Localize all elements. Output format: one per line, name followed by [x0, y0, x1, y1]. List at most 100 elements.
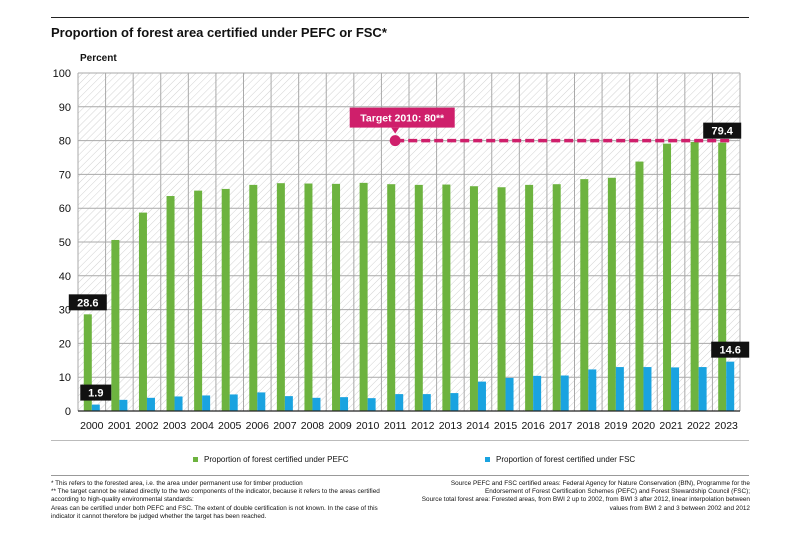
bar-fsc	[91, 404, 100, 411]
bar-fsc	[560, 375, 569, 411]
target-label-box	[349, 107, 455, 128]
bar-fsc	[340, 397, 349, 411]
bar-fsc	[505, 377, 514, 411]
bar-pefc	[525, 184, 534, 411]
target-label: Target 2010: 80**	[360, 113, 445, 125]
bar-fsc	[257, 392, 266, 411]
bar-pefc	[111, 239, 120, 411]
y-tick-label: 60	[59, 203, 71, 215]
x-tick-label: 2011	[384, 420, 407, 432]
target-start-marker	[389, 135, 401, 147]
x-tick-label: 2020	[632, 420, 656, 432]
bar-fsc	[588, 369, 597, 411]
y-tick-label: 20	[59, 338, 71, 350]
legend-item-pefc: Proportion of forest certified under PEF…	[193, 455, 349, 464]
footnote-2: ** The target cannot be related directly…	[51, 488, 380, 504]
bar-pefc	[718, 142, 727, 412]
bar-pefc	[607, 177, 616, 411]
y-tick-label: 0	[65, 406, 71, 418]
top-rule	[51, 17, 749, 18]
bar-fsc	[312, 397, 321, 411]
source-notes: Source PEFC and FSC certified areas: Fed…	[420, 480, 750, 513]
y-tick-label: 70	[59, 169, 71, 181]
y-tick-label: 40	[59, 271, 71, 283]
legend-swatch-fsc	[485, 457, 490, 462]
bar-pefc	[580, 179, 589, 411]
bar-pefc	[249, 184, 258, 411]
y-tick-label: 80	[59, 136, 71, 148]
bar-pefc	[387, 184, 396, 411]
bar-pefc	[221, 188, 230, 411]
x-tick-label: 2022	[687, 420, 711, 432]
x-tick-label: 2006	[246, 420, 270, 432]
bar-fsc	[450, 393, 459, 411]
value-callout-box	[68, 294, 107, 311]
bar-fsc	[395, 394, 404, 411]
bar-fsc	[229, 394, 238, 411]
bar-fsc	[174, 396, 183, 411]
source-1: Source PEFC and FSC certified areas: Fed…	[450, 480, 750, 496]
bar-pefc	[442, 184, 451, 411]
x-tick-label: 2021	[659, 420, 683, 432]
source-2: Source total forest area: Forested areas…	[421, 496, 750, 512]
x-tick-label: 2004	[190, 420, 214, 432]
y-tick-label: 50	[59, 237, 71, 249]
bar-fsc	[477, 381, 486, 411]
x-tick-label: 2005	[218, 420, 242, 432]
x-tick-label: 2010	[356, 420, 380, 432]
value-callout: 1.9	[88, 388, 103, 400]
legend-label-pefc: Proportion of forest certified under PEF…	[204, 455, 349, 464]
bar-fsc	[643, 367, 652, 411]
x-tick-label: 2016	[521, 420, 545, 432]
x-tick-label: 2015	[494, 420, 518, 432]
value-callout-box	[703, 122, 742, 139]
x-tick-label: 2008	[301, 420, 325, 432]
footnote-3: Areas can be certified under both PEFC a…	[51, 504, 378, 520]
bar-pefc	[414, 184, 423, 411]
footnote-1: * This refers to the forested area, i.e.…	[51, 480, 303, 487]
bar-pefc	[469, 186, 478, 411]
bar-pefc	[332, 183, 341, 411]
bar-pefc	[359, 182, 368, 411]
bar-fsc	[422, 394, 431, 411]
bar-pefc	[497, 187, 506, 411]
target-label-pointer	[391, 127, 400, 134]
bar-fsc	[615, 367, 624, 411]
bar-pefc	[194, 190, 203, 411]
x-tick-label: 2002	[135, 420, 159, 432]
y-axis-label: Percent	[80, 53, 117, 64]
bar-pefc	[304, 183, 313, 411]
y-tick-label: 30	[59, 305, 71, 317]
legend-label-fsc: Proportion of forest certified under FSC	[496, 455, 636, 464]
bar-fsc	[202, 395, 211, 411]
bar-fsc	[119, 399, 128, 411]
bar-fsc	[698, 367, 707, 411]
bar-fsc	[726, 361, 735, 411]
bar-pefc	[138, 212, 147, 411]
legend-swatch-pefc	[193, 457, 198, 462]
value-callout-box	[711, 341, 750, 358]
x-tick-label: 2001	[108, 420, 132, 432]
bar-pefc	[83, 314, 92, 411]
y-tick-label: 100	[53, 68, 71, 80]
x-tick-label: 2009	[328, 420, 352, 432]
x-tick-label: 2003	[163, 420, 187, 432]
x-tick-label: 2007	[273, 420, 297, 432]
bar-fsc	[533, 375, 542, 411]
x-tick-label: 2017	[549, 420, 573, 432]
x-tick-label: 2023	[715, 420, 739, 432]
footnote-divider	[51, 475, 749, 476]
value-callout: 14.6	[719, 345, 740, 357]
y-tick-label: 90	[59, 102, 71, 114]
bar-pefc	[663, 143, 672, 411]
bar-fsc	[671, 367, 680, 411]
x-tick-label: 2018	[577, 420, 601, 432]
x-tick-label: 2012	[411, 420, 435, 432]
legend-item-fsc: Proportion of forest certified under FSC	[485, 455, 635, 464]
value-callout: 79.4	[711, 126, 733, 138]
chart-svg: Target 2010: 80** 0 10 20 30 40 50 60 70 80 90 100…	[53, 68, 750, 432]
x-tick-label: 2013	[439, 420, 463, 432]
x-tick-label: 2019	[604, 420, 628, 432]
bar-pefc	[552, 184, 561, 411]
bar-fsc	[367, 398, 376, 411]
